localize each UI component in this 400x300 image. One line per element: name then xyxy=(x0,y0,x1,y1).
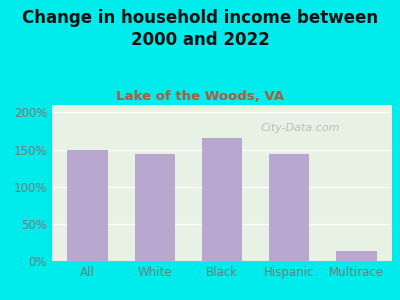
Bar xyxy=(135,154,175,261)
Bar xyxy=(336,251,376,261)
Text: Change in household income between
2000 and 2022: Change in household income between 2000 … xyxy=(22,9,378,49)
Bar xyxy=(269,154,309,261)
Bar xyxy=(68,150,108,261)
Text: City-Data.com: City-Data.com xyxy=(260,123,340,134)
Text: Lake of the Woods, VA: Lake of the Woods, VA xyxy=(116,90,284,103)
Bar xyxy=(202,138,242,261)
